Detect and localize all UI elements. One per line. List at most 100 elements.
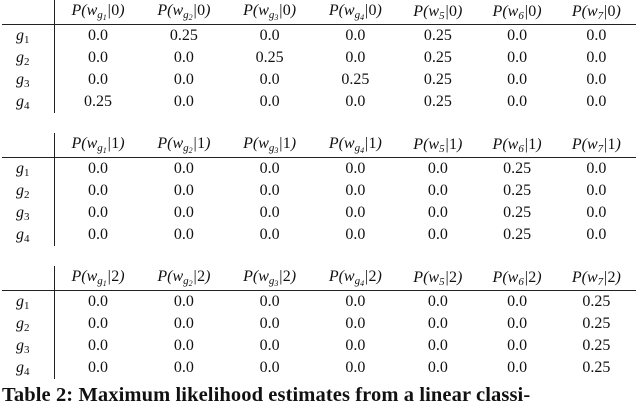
variable-subscript: 6 bbox=[518, 143, 524, 155]
variable-subscript: g3 bbox=[269, 142, 279, 155]
table-row: g2 0.0 0.0 0.0 0.0 0.0 0.25 0.0 bbox=[2, 180, 636, 202]
variable-subscript: g1 bbox=[97, 142, 107, 155]
prob-symbol: P bbox=[571, 268, 582, 286]
table-cell: 0.0 bbox=[507, 71, 528, 88]
column-header: P(w7|1) bbox=[556, 133, 636, 158]
table-cell: 0.0 bbox=[173, 160, 194, 177]
variable: w bbox=[258, 135, 269, 152]
variable: w bbox=[86, 135, 98, 152]
table-cell: 0.0 bbox=[427, 359, 448, 376]
table-cell: 0.0 bbox=[173, 315, 194, 332]
row-label: g3 bbox=[2, 69, 55, 91]
subsubscript: 3 bbox=[274, 146, 279, 155]
probability-table-class-2: P(wg1|2) P(wg2|2) P(wg3|2) P(wg4|2) P(w5|2) P… bbox=[2, 266, 636, 379]
table-row: g3 0.0 0.0 0.0 0.0 0.0 0.25 0.0 bbox=[2, 202, 636, 224]
table-cell: 0.0 bbox=[427, 337, 448, 354]
table-cell: 0.0 bbox=[88, 204, 109, 221]
row-label-subscript: 4 bbox=[24, 232, 30, 245]
row-label: g2 bbox=[2, 180, 55, 202]
prob-symbol: P bbox=[413, 135, 424, 153]
variable: w bbox=[507, 135, 519, 153]
row-label: g2 bbox=[2, 47, 55, 69]
table-cell: 0.0 bbox=[586, 204, 607, 221]
variable: w bbox=[428, 2, 440, 20]
row-label-subscript: 3 bbox=[24, 343, 30, 356]
table-cell: 0.25 bbox=[503, 160, 532, 177]
variable: w bbox=[507, 2, 519, 20]
subscript-text: g bbox=[268, 9, 275, 21]
table-cell: 0.0 bbox=[427, 160, 448, 177]
column-header: P(wg3|2) bbox=[226, 266, 313, 291]
variable: w bbox=[428, 135, 440, 153]
subsubscript: 2 bbox=[188, 146, 193, 155]
table-cell: 0.0 bbox=[259, 182, 280, 199]
row-label-base: g bbox=[16, 314, 24, 332]
column-header: P(wg2|1) bbox=[141, 133, 227, 158]
table-cell: 0.25 bbox=[169, 27, 198, 44]
prob-symbol: P bbox=[492, 2, 503, 20]
row-label-base: g bbox=[16, 292, 24, 310]
table-cell: 0.25 bbox=[423, 27, 452, 44]
table-cell: 0.0 bbox=[88, 71, 109, 88]
prob-symbol: P bbox=[492, 268, 503, 286]
table-cell: 0.25 bbox=[423, 71, 452, 88]
variable-subscript: g4 bbox=[355, 9, 365, 22]
column-header: P(wg1|0) bbox=[54, 0, 142, 25]
condition-class: 0 bbox=[448, 2, 457, 20]
column-header: P(wg4|0) bbox=[312, 0, 399, 25]
row-label-subscript: 4 bbox=[24, 99, 30, 112]
prob-symbol: P bbox=[157, 2, 168, 19]
prob-symbol: P bbox=[571, 2, 582, 20]
table-row: g4 0.25 0.0 0.0 0.0 0.25 0.0 0.0 bbox=[2, 91, 636, 113]
row-label-base: g bbox=[16, 48, 24, 66]
table-cell: 0.0 bbox=[259, 27, 280, 44]
table-cell: 0.0 bbox=[345, 93, 366, 110]
variable-subscript: g4 bbox=[355, 275, 365, 288]
table-caption: Table 2: Maximum likelihood estimates fr… bbox=[2, 384, 531, 406]
subsubscript: 4 bbox=[360, 146, 365, 155]
table-cell: 0.25 bbox=[423, 49, 452, 66]
column-header: P(wg4|1) bbox=[312, 133, 399, 158]
subsubscript: 3 bbox=[274, 13, 279, 22]
probability-table-class-0: P(wg1|0) P(wg2|0) P(wg3|0) P(wg4|0) P(w5|0) P… bbox=[2, 0, 636, 113]
row-label-base: g bbox=[16, 70, 24, 88]
table-cell: 0.25 bbox=[582, 315, 611, 332]
subscript-text: 7 bbox=[597, 275, 604, 288]
table-cell: 0.0 bbox=[173, 49, 194, 66]
row-label-base: g bbox=[16, 92, 24, 110]
table-cell: 0.0 bbox=[507, 315, 528, 332]
condition-class: 1 bbox=[282, 135, 291, 152]
table-cell: 0.0 bbox=[345, 359, 366, 376]
column-header: P(w5|2) bbox=[398, 266, 478, 291]
table-cell: 0.25 bbox=[84, 93, 113, 110]
table-cell: 0.0 bbox=[586, 93, 607, 110]
table-cell: 0.0 bbox=[259, 337, 280, 354]
column-header: P(w5|0) bbox=[398, 0, 478, 25]
table-cell: 0.25 bbox=[341, 71, 370, 88]
table-cell: 0.0 bbox=[586, 226, 607, 243]
prob-symbol: P bbox=[328, 268, 339, 285]
column-header: P(w6|0) bbox=[477, 0, 557, 25]
prob-symbol: P bbox=[157, 268, 168, 285]
row-label-subscript: 4 bbox=[24, 365, 30, 378]
prob-symbol: P bbox=[413, 268, 424, 286]
table-cell: 0.0 bbox=[173, 204, 194, 221]
table-cell: 0.0 bbox=[88, 293, 109, 310]
condition-class: 2 bbox=[448, 268, 457, 286]
table-cell: 0.0 bbox=[345, 182, 366, 199]
table-cell: 0.0 bbox=[259, 293, 280, 310]
variable-subscript: g2 bbox=[183, 9, 193, 22]
header-row: P(wg1|0) P(wg2|0) P(wg3|0) P(wg4|0) P(w5|0) P… bbox=[2, 0, 636, 25]
table-row: g2 0.0 0.0 0.25 0.0 0.25 0.0 0.0 bbox=[2, 47, 636, 69]
condition-class: 2 bbox=[368, 268, 377, 285]
variable: w bbox=[172, 2, 184, 19]
variable-subscript: g4 bbox=[355, 142, 365, 155]
prob-symbol: P bbox=[571, 135, 582, 153]
subscript-text: 6 bbox=[518, 275, 524, 288]
subscript-text: g bbox=[97, 9, 103, 21]
table-cell: 0.0 bbox=[427, 315, 448, 332]
table-cell: 0.0 bbox=[173, 71, 194, 88]
subscript-text: g bbox=[183, 142, 189, 154]
table-cell: 0.0 bbox=[427, 226, 448, 243]
variable-subscript: 7 bbox=[598, 143, 604, 155]
